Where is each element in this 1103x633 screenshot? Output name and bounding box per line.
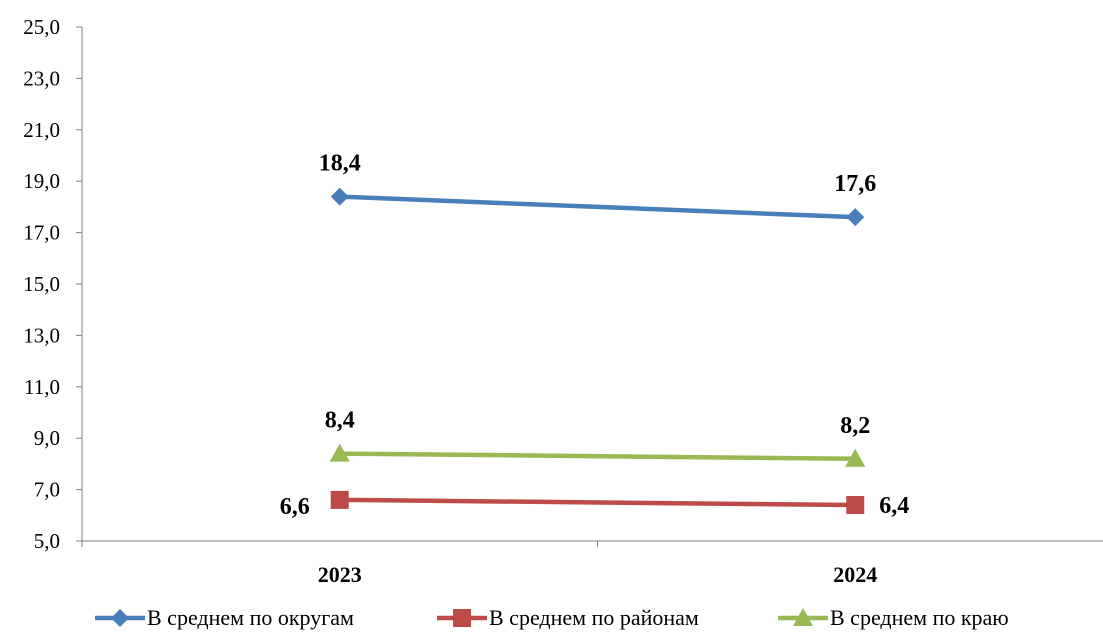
x-tick-label: 2023 xyxy=(318,562,362,587)
y-tick-label: 15,0 xyxy=(23,272,60,296)
legend-marker xyxy=(793,608,813,626)
series-line xyxy=(339,451,856,462)
y-axis-ticks: 5,0 7,0 9,0 11,0 13,0 15,0 17,0 19,0 21,0 23,0 25,… xyxy=(23,15,82,553)
legend-item: В среднем по округам xyxy=(95,605,354,630)
legend-label: В среднем по районам xyxy=(489,605,699,630)
y-tick-label: 17,0 xyxy=(23,221,60,245)
data-point xyxy=(330,187,349,206)
series-line xyxy=(339,497,856,508)
data-point xyxy=(330,490,349,509)
data-label: 17,6 xyxy=(834,171,876,197)
series-line xyxy=(339,194,856,220)
y-tick-label: 25,0 xyxy=(23,15,60,39)
series-1: 18,4 17,6 xyxy=(319,151,876,227)
y-tick-label: 5,0 xyxy=(34,529,60,553)
data-label: 8,2 xyxy=(840,413,870,439)
legend-label: В среднем по округам xyxy=(147,605,354,630)
y-tick-label: 7,0 xyxy=(34,478,60,502)
legend-label: В среднем по краю xyxy=(830,605,1009,630)
y-tick-label: 13,0 xyxy=(23,323,60,347)
x-tick-label: 2024 xyxy=(833,562,877,587)
legend-item: В среднем по районам xyxy=(437,605,699,630)
series-2: 6,6 6,4 xyxy=(280,490,909,520)
data-label: 18,4 xyxy=(319,151,361,177)
data-label: 6,6 xyxy=(280,494,310,520)
legend: В среднем по округам В среднем по районам… xyxy=(95,605,1009,630)
axes xyxy=(81,27,1103,542)
legend-item: В среднем по краю xyxy=(778,605,1009,630)
x-axis-ticks: 2023 2024 xyxy=(81,541,877,587)
y-tick-label: 11,0 xyxy=(24,375,60,399)
y-tick-label: 21,0 xyxy=(23,118,60,142)
data-label: 6,4 xyxy=(879,493,909,519)
data-point xyxy=(846,208,865,227)
data-point xyxy=(329,443,350,462)
data-point xyxy=(845,448,866,467)
y-tick-label: 23,0 xyxy=(23,66,60,90)
series-layer: 18,4 17,6 6,6 6,4 8,4 8,2 xyxy=(280,151,910,520)
data-point xyxy=(846,496,865,515)
legend-marker xyxy=(111,609,129,627)
data-label: 8,4 xyxy=(325,408,355,434)
series-3: 8,4 8,2 xyxy=(325,408,870,467)
y-tick-label: 9,0 xyxy=(34,426,60,450)
y-tick-label: 19,0 xyxy=(23,169,60,193)
legend-marker xyxy=(453,609,471,627)
